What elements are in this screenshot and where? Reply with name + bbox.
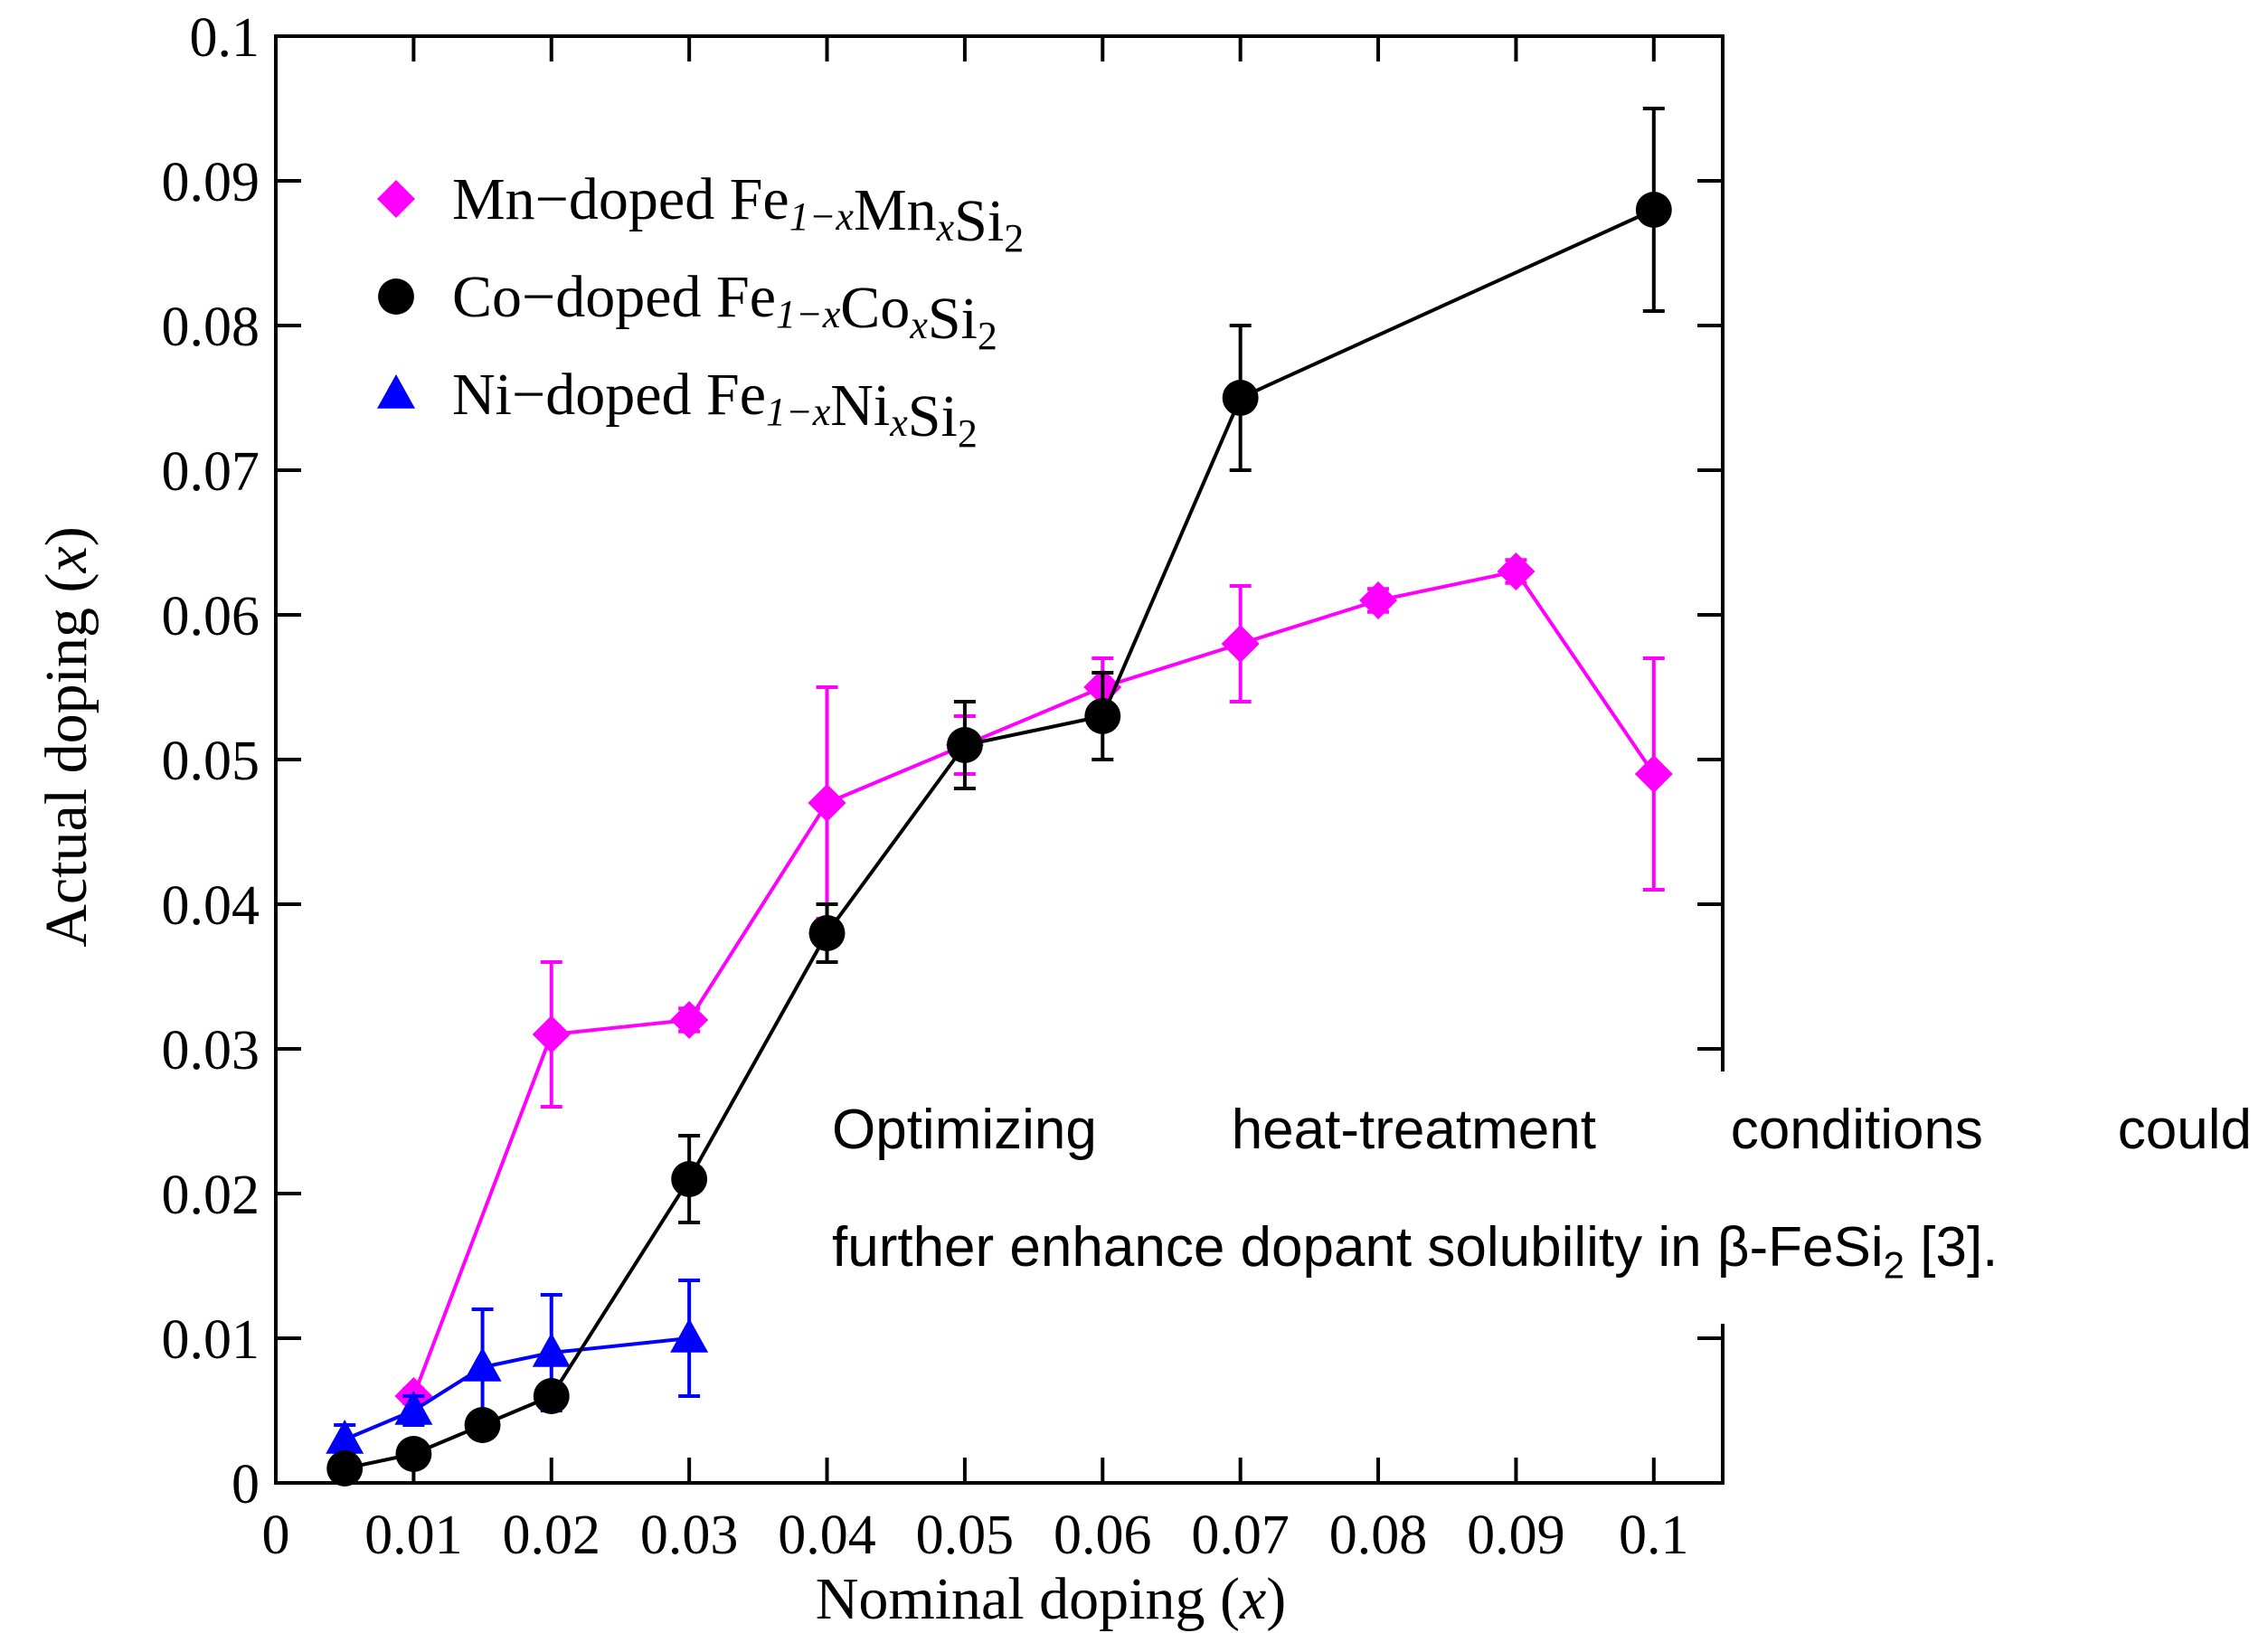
y-tick-label: 0	[232, 1454, 260, 1515]
y-tick-label: 0.07	[162, 441, 260, 503]
annotation-note: Optimizing heat-treatment conditions cou…	[827, 1071, 2252, 1325]
data-point	[946, 727, 983, 763]
annotation-word: heat-treatment	[1231, 1099, 1596, 1161]
y-tick-label: 0.01	[162, 1309, 260, 1371]
data-point	[533, 1378, 570, 1414]
x-tick-label: 0.04	[778, 1505, 876, 1566]
tick-labels: 0 0.01 0.02 0.03 0.04 0.05 0.06 0.07 0.08 0.09 0.1…	[162, 7, 1689, 1566]
data-point	[808, 915, 846, 951]
y-tick-label: 0.03	[162, 1020, 260, 1081]
data-point	[1222, 380, 1259, 416]
x-tick-label: 0.01	[364, 1505, 463, 1566]
data-point	[1221, 625, 1260, 663]
data-point	[808, 784, 846, 822]
x-tick-label: 0.03	[640, 1505, 739, 1566]
y-tick-label: 0.05	[162, 731, 260, 792]
data-point	[1359, 581, 1398, 619]
y-tick-label: 0.08	[162, 297, 260, 358]
series-circle	[326, 107, 1672, 1487]
x-tick-label: 0	[262, 1505, 290, 1566]
y-tick-label: 0.06	[162, 586, 260, 647]
x-tick-label: 0.06	[1054, 1505, 1152, 1566]
annotation-word: conditions	[1730, 1099, 1983, 1161]
annotation-line-2: further enhance dopant solubility in β-F…	[832, 1216, 1999, 1287]
data-point	[671, 1161, 708, 1197]
series-triangle	[326, 1279, 709, 1456]
legend-marker	[378, 278, 414, 315]
series-line	[411, 569, 1656, 1397]
x-tick-label: 0.07	[1191, 1505, 1290, 1566]
data-point	[395, 1436, 432, 1472]
data-point	[326, 1450, 364, 1487]
y-tick-label: 0.1	[190, 7, 260, 69]
x-tick-label: 0.1	[1619, 1505, 1689, 1566]
legend-label: Co−doped Fe1−xCoxSi2	[452, 264, 997, 358]
data-point	[532, 1332, 571, 1367]
data-point	[532, 1015, 571, 1053]
y-tick-label: 0.04	[162, 875, 260, 937]
y-tick-label: 0.02	[162, 1165, 260, 1226]
annotation-line-1: Optimizing heat-treatment conditions cou…	[832, 1071, 2252, 1189]
series-line	[344, 208, 1655, 1470]
data-point	[1084, 698, 1121, 734]
data-point	[670, 1317, 709, 1353]
legend-label: Ni−doped Fe1−xNixSi2	[452, 362, 978, 456]
data-point	[464, 1407, 501, 1443]
data-point	[670, 1001, 709, 1039]
legend-label: Mn−doped Fe1−xMnxSi2	[452, 166, 1024, 260]
data-point	[1634, 755, 1673, 793]
axis-ticks	[274, 34, 1723, 1485]
data-point	[463, 1346, 502, 1382]
data-point	[1635, 192, 1672, 228]
series-layer	[326, 107, 1673, 1487]
legend-marker	[377, 180, 415, 218]
y-axis-title: Actual doping (x)	[33, 526, 99, 948]
x-axis-title: Nominal doping (x)	[816, 1566, 1287, 1632]
y-tick-label: 0.09	[162, 152, 260, 213]
x-tick-label: 0.09	[1467, 1505, 1565, 1566]
data-point	[1497, 552, 1536, 590]
legend-marker	[377, 373, 415, 409]
annotation-word: could	[2117, 1099, 2252, 1161]
x-tick-label: 0.08	[1329, 1505, 1428, 1566]
x-tick-label: 0.02	[503, 1505, 601, 1566]
data-point	[394, 1390, 433, 1425]
annotation-word: Optimizing	[832, 1099, 1097, 1161]
x-tick-label: 0.05	[916, 1505, 1015, 1566]
series-diamond	[394, 552, 1673, 1415]
data-point	[326, 1419, 364, 1454]
